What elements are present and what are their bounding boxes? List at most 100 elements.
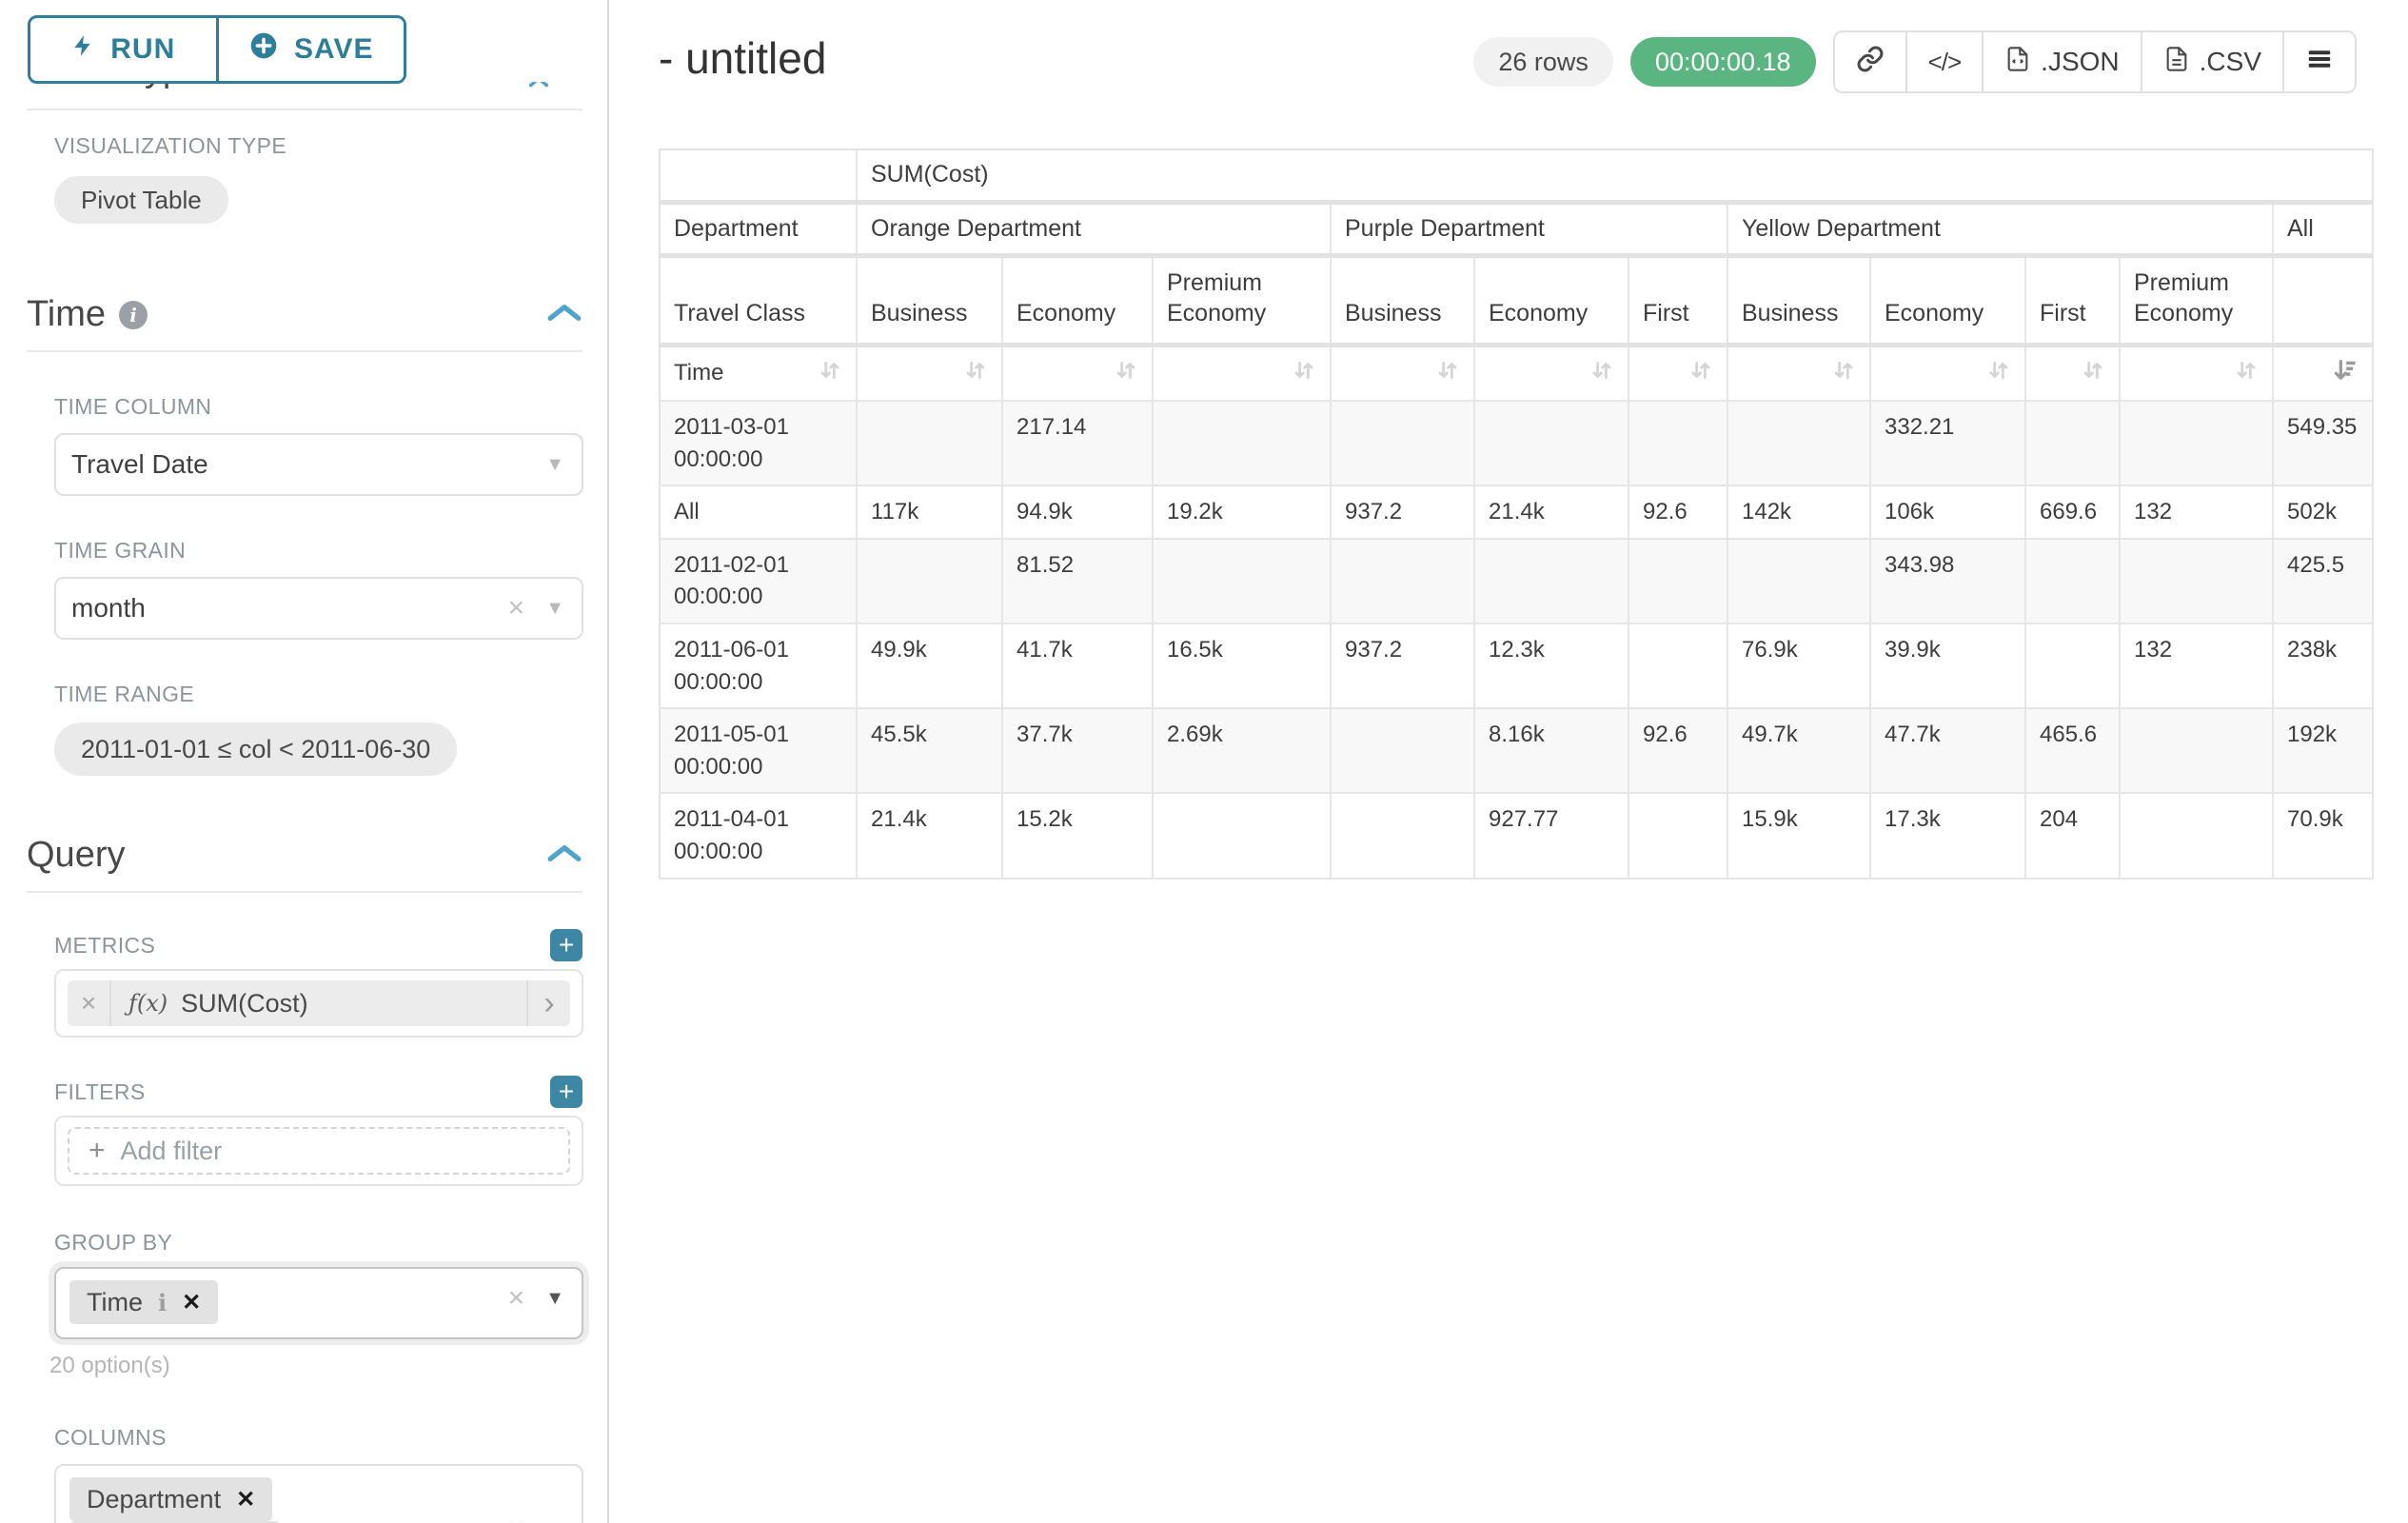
sort-icon[interactable] (1986, 358, 2011, 389)
pivot-cell: 465.6 (2025, 708, 2120, 793)
sort-icon[interactable] (2234, 358, 2259, 389)
add-filter-plus-button[interactable]: + (550, 1076, 582, 1108)
view-query-button[interactable]: </> (1905, 32, 1983, 91)
time-section-title: Time (27, 294, 106, 335)
export-csv-button[interactable]: .CSV (2141, 32, 2282, 91)
pivot-cell: 19.2k (1153, 485, 1331, 539)
pivot-time-sort-header[interactable]: Time (660, 345, 857, 401)
caret-down-icon[interactable]: ▼ (545, 1519, 564, 1523)
time-grain-label: TIME GRAIN (54, 538, 582, 564)
pivot-cell: 142k (1727, 485, 1870, 539)
pivot-cell (2025, 539, 2120, 623)
chart-menu-button[interactable] (2282, 32, 2355, 91)
time-column-select[interactable]: Travel Date ▼ (54, 433, 583, 496)
pivot-cell: 41.7k (1002, 623, 1153, 708)
sort-icon[interactable] (1831, 358, 1856, 389)
plus-circle-icon (248, 30, 279, 69)
run-button[interactable]: RUN (30, 18, 216, 81)
chevron-right-icon[interactable]: › (526, 980, 570, 1026)
pivot-sort-header[interactable] (2120, 345, 2273, 401)
sort-icon[interactable] (1435, 358, 1460, 389)
clear-icon[interactable]: × (508, 1515, 525, 1523)
run-save-button-group: RUN SAVE (28, 15, 406, 84)
clear-icon[interactable]: × (508, 1284, 525, 1313)
pivot-subcolumn-header: Business (1331, 255, 1474, 345)
sort-icon[interactable] (1114, 358, 1138, 389)
columns-label: COLUMNS (54, 1425, 582, 1451)
pivot-subcolumn-header: Business (1727, 255, 1870, 345)
divider (27, 109, 582, 110)
pivot-metric-header: SUM(Cost) (857, 149, 2373, 202)
pivot-cell (1474, 539, 1628, 623)
remove-metric-icon[interactable]: × (68, 980, 111, 1026)
sort-desc-icon[interactable] (2332, 357, 2359, 390)
pivot-subcolumn-header (2273, 255, 2373, 345)
sort-icon[interactable] (1292, 358, 1316, 389)
pivot-cell: 8.16k (1474, 708, 1628, 793)
pivot-sort-header[interactable] (857, 345, 1002, 401)
sort-icon[interactable] (2081, 358, 2105, 389)
pivot-sort-header[interactable] (1727, 345, 1870, 401)
time-grain-value: month (71, 593, 146, 623)
pivot-cell: 192k (2273, 708, 2373, 793)
lightning-icon (70, 30, 95, 69)
pivot-subcolumn-header: Business (857, 255, 1002, 345)
chevron-up-icon[interactable] (546, 842, 582, 868)
pivot-sort-header[interactable] (1628, 345, 1727, 401)
pivot-table-body: 2011-03-01 00:00:00217.14332.21549.35All… (660, 401, 2373, 879)
pivot-group-header: Purple Department (1331, 202, 1727, 255)
visualization-type-pill[interactable]: Pivot Table (54, 176, 228, 224)
time-section-header[interactable]: Time i (27, 294, 582, 335)
sort-icon[interactable] (818, 358, 842, 389)
pivot-cell: 2.69k (1153, 708, 1331, 793)
pivot-cell: 21.4k (1474, 485, 1628, 539)
pivot-sort-header[interactable] (1331, 345, 1474, 401)
pivot-sort-header[interactable] (2273, 345, 2373, 401)
save-button[interactable]: SAVE (216, 18, 405, 81)
pivot-sort-header[interactable] (1474, 345, 1628, 401)
pivot-sort-header[interactable] (1002, 345, 1153, 401)
columns-select[interactable]: Department ✕ Travel Class ✕ × ▼ (54, 1464, 583, 1523)
pivot-subcolumn-header: Economy (1474, 255, 1628, 345)
time-range-label: TIME RANGE (54, 682, 582, 707)
pivot-sort-header[interactable] (1870, 345, 2025, 401)
run-button-label: RUN (110, 33, 175, 66)
pivot-cell: 92.6 (1628, 708, 1727, 793)
pivot-sort-header[interactable] (1153, 345, 1331, 401)
pivot-cell: 549.35 (2273, 401, 2373, 485)
pivot-cell (1153, 401, 1331, 485)
query-section-title: Query (27, 835, 125, 876)
metric-pill[interactable]: × ƒ(x) SUM(Cost) › (68, 980, 570, 1026)
metrics-field: × ƒ(x) SUM(Cost) › (54, 969, 583, 1038)
time-grain-select[interactable]: month × ▼ (54, 577, 583, 640)
pivot-row-header: 2011-05-01 00:00:00 (660, 708, 857, 793)
pivot-cell: 37.7k (1002, 708, 1153, 793)
sort-icon[interactable] (963, 358, 988, 389)
time-range-pill[interactable]: 2011-01-01 ≤ col < 2011-06-30 (54, 722, 457, 776)
pivot-subcolumn-header: Premium Economy (2120, 255, 2273, 345)
pivot-cell (857, 401, 1002, 485)
pivot-subcolumn-header: Premium Economy (1153, 255, 1331, 345)
chart-title[interactable]: - untitled (659, 25, 826, 84)
caret-down-icon[interactable]: ▼ (545, 1288, 564, 1310)
pivot-cell (1474, 401, 1628, 485)
add-filter-button[interactable]: + Add filter (68, 1127, 570, 1175)
sort-icon[interactable] (1688, 358, 1713, 389)
superset-explore-page: Chart Type RUN SAVE VISUALIZATION TYPE P… (0, 0, 2408, 1523)
chevron-up-icon[interactable] (546, 302, 582, 327)
query-section-header[interactable]: Query (27, 835, 582, 876)
remove-tag-icon[interactable]: ✕ (236, 1486, 255, 1513)
pivot-cell: 21.4k (857, 793, 1002, 878)
sort-icon[interactable] (1589, 358, 1614, 389)
remove-tag-icon[interactable]: ✕ (182, 1289, 201, 1316)
pivot-cell: 502k (2273, 485, 2373, 539)
export-json-button[interactable]: .JSON (1982, 32, 2140, 91)
pivot-sort-header[interactable] (2025, 345, 2120, 401)
clear-icon[interactable]: × (508, 594, 525, 623)
copy-link-button[interactable] (1835, 32, 1905, 91)
pivot-cell (1628, 401, 1727, 485)
group-by-select[interactable]: Time i ✕ × ▼ (54, 1267, 583, 1339)
add-metric-button[interactable]: + (550, 929, 582, 961)
pivot-row-header: 2011-04-01 00:00:00 (660, 793, 857, 878)
pivot-cell: 94.9k (1002, 485, 1153, 539)
